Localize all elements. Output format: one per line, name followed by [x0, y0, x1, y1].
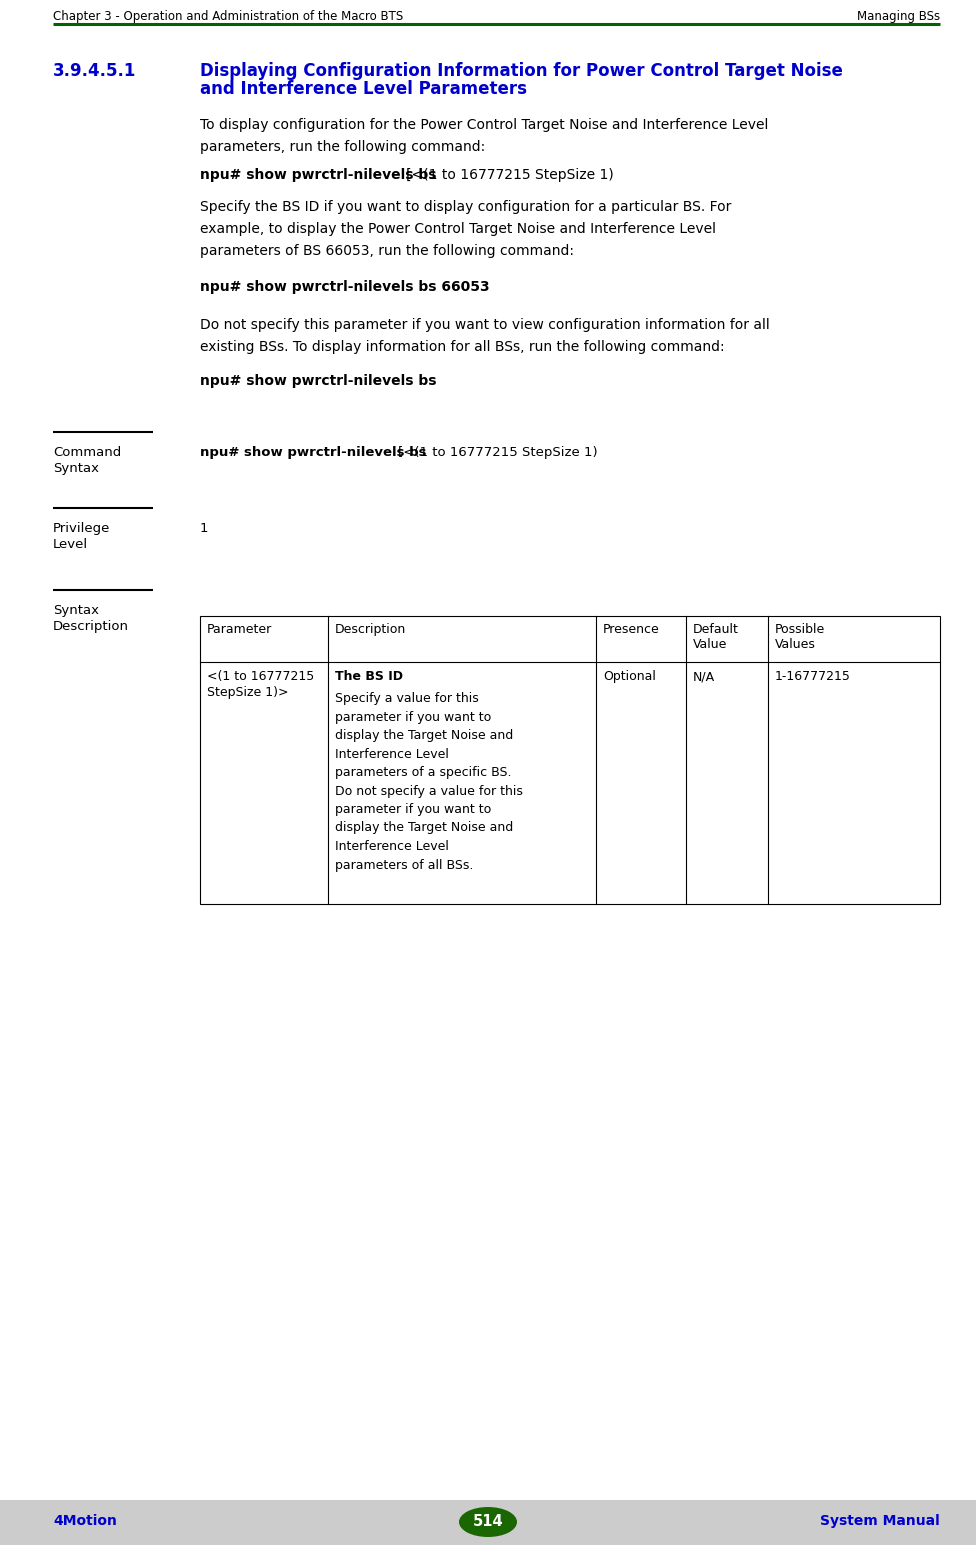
Text: 3.9.4.5.1: 3.9.4.5.1 [53, 62, 137, 80]
Text: Presence: Presence [603, 623, 660, 637]
Text: Parameter: Parameter [207, 623, 272, 637]
Text: parameters of BS 66053, run the following command:: parameters of BS 66053, run the followin… [200, 244, 574, 258]
Bar [0, 1500, 976, 1545]
Text: 1: 1 [200, 522, 209, 535]
Bar [200, 616, 940, 904]
Text: Syntax: Syntax [53, 462, 99, 474]
Text: npu# show pwrctrl-nilevels bs 66053: npu# show pwrctrl-nilevels bs 66053 [200, 280, 490, 294]
Text: Possible
Values: Possible Values [775, 623, 826, 650]
Text: <(1 to 16777215: <(1 to 16777215 [207, 671, 314, 683]
Text: npu# show pwrctrl-nilevels bs: npu# show pwrctrl-nilevels bs [200, 168, 441, 182]
Text: Optional: Optional [603, 671, 656, 683]
Text: N/A: N/A [693, 671, 715, 683]
Text: Displaying Configuration Information for Power Control Target Noise: Displaying Configuration Information for… [200, 62, 843, 80]
Text: Specify the BS ID if you want to display configuration for a particular BS. For: Specify the BS ID if you want to display… [200, 199, 731, 215]
Text: The BS ID: The BS ID [335, 671, 403, 683]
Text: Specify a value for this
parameter if you want to
display the Target Noise and
I: Specify a value for this parameter if yo… [335, 692, 523, 871]
Text: 514: 514 [472, 1514, 504, 1530]
Text: Level: Level [53, 538, 88, 552]
Text: and Interference Level Parameters: and Interference Level Parameters [200, 80, 527, 97]
Text: Do not specify this parameter if you want to view configuration information for : Do not specify this parameter if you wan… [200, 318, 770, 332]
Ellipse shape [459, 1506, 517, 1537]
Text: npu# show pwrctrl-nilevels bs: npu# show pwrctrl-nilevels bs [200, 447, 431, 459]
Text: example, to display the Power Control Target Noise and Interference Level: example, to display the Power Control Ta… [200, 222, 716, 236]
Text: StepSize 1)>: StepSize 1)> [207, 686, 289, 698]
Text: existing BSs. To display information for all BSs, run the following command:: existing BSs. To display information for… [200, 340, 724, 354]
Text: Command: Command [53, 447, 121, 459]
Text: Description: Description [53, 620, 129, 633]
Text: To display configuration for the Power Control Target Noise and Interference Lev: To display configuration for the Power C… [200, 117, 768, 131]
Text: parameters, run the following command:: parameters, run the following command: [200, 141, 485, 154]
Text: [<(1 to 16777215 StepSize 1): [<(1 to 16777215 StepSize 1) [405, 168, 613, 182]
Text: 4Motion: 4Motion [53, 1514, 117, 1528]
Text: Chapter 3 - Operation and Administration of the Macro BTS: Chapter 3 - Operation and Administration… [53, 9, 403, 23]
Text: Managing BSs: Managing BSs [857, 9, 940, 23]
Text: [<(1 to 16777215 StepSize 1): [<(1 to 16777215 StepSize 1) [398, 447, 597, 459]
Text: Default
Value: Default Value [693, 623, 739, 650]
Text: Syntax: Syntax [53, 604, 99, 616]
Text: Privilege: Privilege [53, 522, 110, 535]
Text: 1-16777215: 1-16777215 [775, 671, 851, 683]
Text: System Manual: System Manual [820, 1514, 940, 1528]
Text: Description: Description [335, 623, 406, 637]
Text: npu# show pwrctrl-nilevels bs: npu# show pwrctrl-nilevels bs [200, 374, 436, 388]
